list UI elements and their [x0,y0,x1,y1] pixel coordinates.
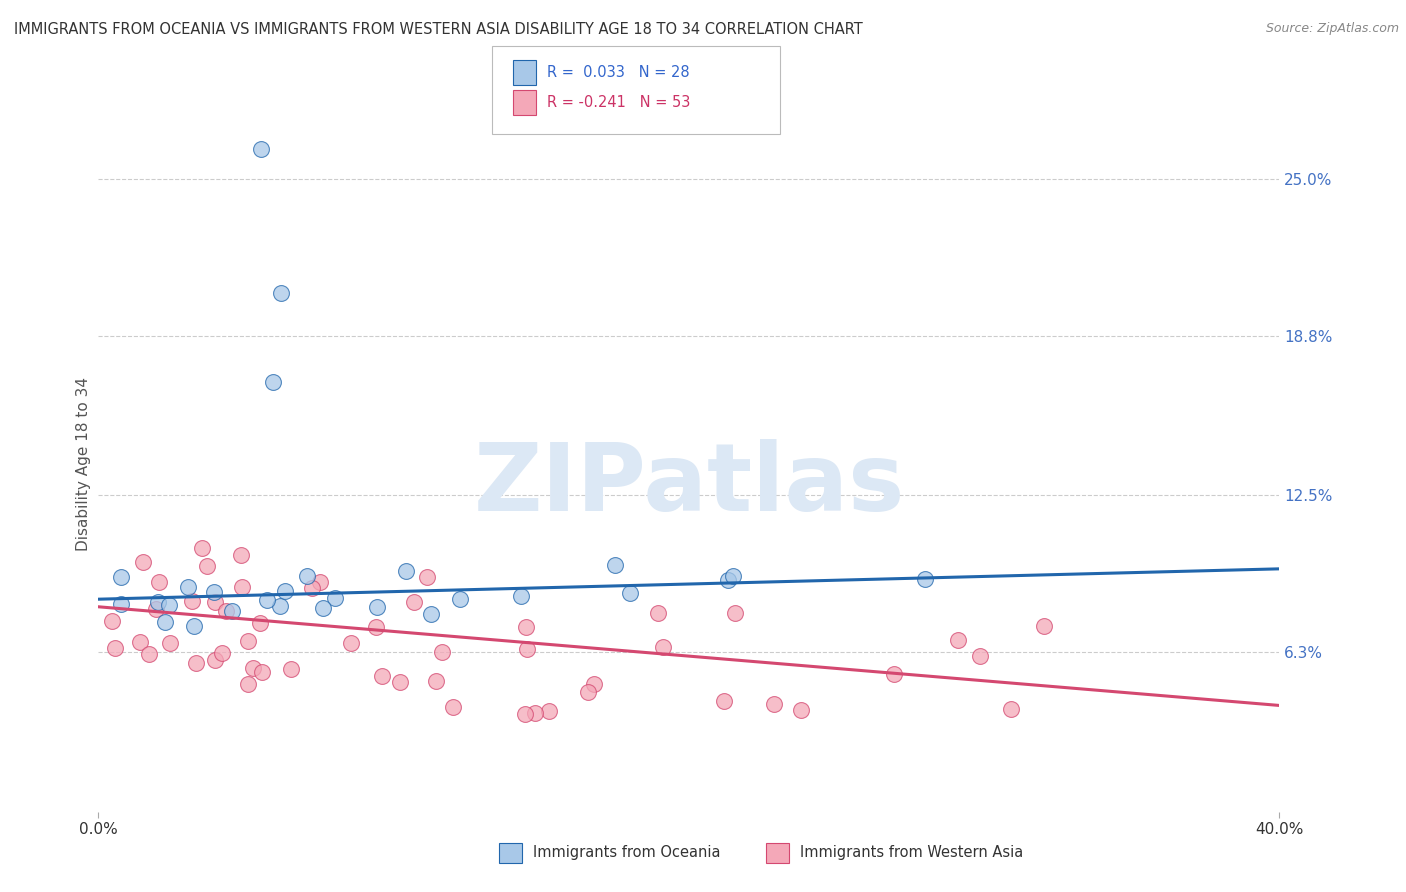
Point [723,569,745,583]
Point [763,697,786,711]
Point [619,586,641,600]
Point [652,640,675,654]
Point [647,606,669,620]
Point [402,595,425,609]
Point [231,580,253,594]
Point [323,591,346,606]
Point [153,615,176,629]
Point [236,677,259,691]
Point [110,570,132,584]
Point [583,677,606,691]
Point [309,575,332,590]
Text: Immigrants from Western Asia: Immigrants from Western Asia [800,846,1024,860]
Point [231,549,253,563]
Point [537,704,560,718]
Point [148,575,170,590]
Point [249,615,271,630]
Text: IMMIGRANTS FROM OCEANIA VS IMMIGRANTS FROM WESTERN ASIA DISABILITY AGE 18 TO 34 : IMMIGRANTS FROM OCEANIA VS IMMIGRANTS FR… [14,22,863,37]
Point [157,598,180,612]
Point [415,569,437,583]
Point [301,581,323,595]
Point [138,647,160,661]
Point [242,661,264,675]
Point [104,641,127,656]
Point [713,694,735,708]
Point [576,685,599,699]
Point [389,674,412,689]
Point [262,375,284,389]
Point [273,584,295,599]
Point [914,572,936,586]
Point [183,619,205,633]
Point [269,599,291,614]
Point [280,662,302,676]
Point [148,594,170,608]
Point [312,600,335,615]
Text: ZIPatlas: ZIPatlas [474,439,904,531]
Point [1033,619,1056,633]
Point [202,585,225,599]
Point [186,657,208,671]
Point [370,668,392,682]
Point [523,706,546,720]
Point [190,541,212,555]
Point [425,673,447,688]
Point [340,635,363,649]
Text: R =  0.033   N = 28: R = 0.033 N = 28 [547,65,689,79]
Text: Immigrants from Oceania: Immigrants from Oceania [533,846,720,860]
Point [215,603,238,617]
Point [145,602,167,616]
Point [204,653,226,667]
Point [256,593,278,607]
Point [132,555,155,569]
Point [948,632,970,647]
Point [197,559,219,574]
Text: R = -0.241   N = 53: R = -0.241 N = 53 [547,95,690,110]
Point [432,645,454,659]
Point [515,620,537,634]
Text: Source: ZipAtlas.com: Source: ZipAtlas.com [1265,22,1399,36]
Point [449,591,471,606]
Y-axis label: Disability Age 18 to 34: Disability Age 18 to 34 [76,376,91,551]
Point [969,649,991,664]
Point [366,599,388,614]
Point [211,646,233,660]
Point [790,703,813,717]
Point [221,604,243,618]
Point [717,574,740,588]
Point [724,606,747,620]
Point [295,569,318,583]
Point [1000,702,1022,716]
Point [159,635,181,649]
Point [420,607,443,621]
Point [366,619,388,633]
Point [509,589,531,603]
Point [236,633,259,648]
Point [177,580,200,594]
Point [883,666,905,681]
Point [204,595,226,609]
Point [441,699,464,714]
Point [129,634,152,648]
Point [395,564,418,578]
Point [270,286,292,301]
Point [250,665,273,680]
Point [250,142,273,156]
Point [603,558,626,572]
Point [513,706,536,721]
Point [110,597,132,611]
Point [516,642,538,657]
Point [180,593,202,607]
Point [101,615,124,629]
